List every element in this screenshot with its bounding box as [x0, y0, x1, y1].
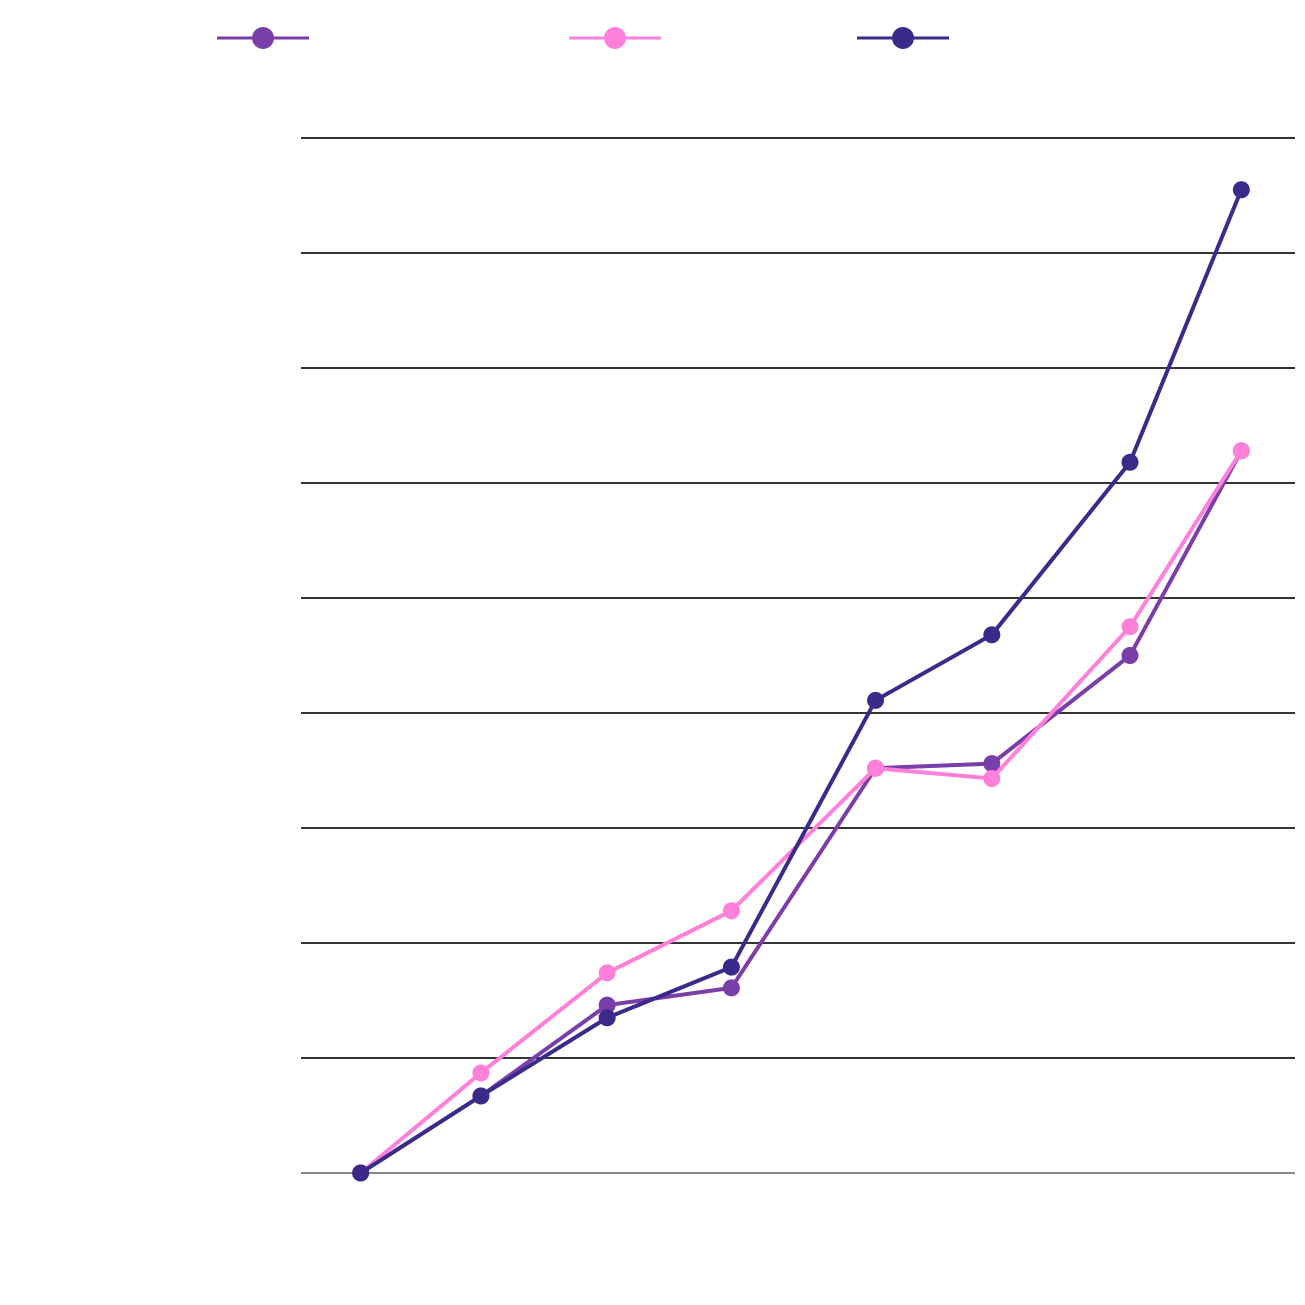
data-point [983, 626, 1001, 644]
data-point [983, 770, 1001, 788]
data-point [983, 755, 1001, 773]
data-point [352, 1164, 370, 1182]
data-point [722, 979, 740, 997]
legend-marker [252, 27, 274, 49]
data-point [1121, 647, 1139, 664]
data-point [598, 1009, 616, 1027]
data-point [1121, 453, 1139, 471]
data-point [1121, 618, 1139, 636]
data-point [472, 1064, 490, 1082]
data-point [867, 759, 885, 777]
data-point [472, 1087, 490, 1105]
data-point [722, 902, 740, 920]
legend-marker [604, 27, 626, 49]
series-line [359, 188, 1244, 1175]
data-point [722, 958, 740, 976]
data-point [598, 964, 616, 982]
data-point [1232, 442, 1250, 460]
data-point [1232, 181, 1250, 199]
data-point [867, 691, 885, 709]
data-point [598, 996, 616, 1014]
series-line [359, 449, 1244, 1175]
legend-marker [892, 27, 914, 49]
